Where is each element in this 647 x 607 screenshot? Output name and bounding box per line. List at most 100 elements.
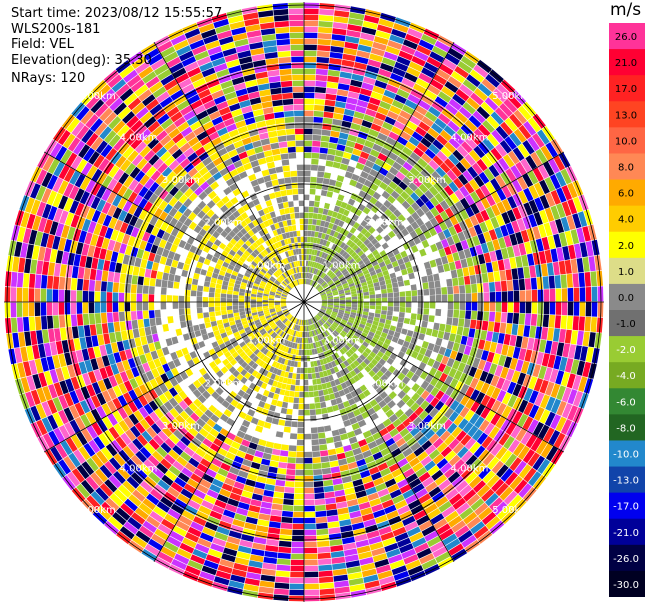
velocity-cell bbox=[406, 120, 418, 131]
velocity-cell bbox=[95, 468, 108, 483]
velocity-cell bbox=[326, 308, 333, 311]
velocity-cell bbox=[206, 146, 217, 157]
velocity-cell bbox=[391, 235, 399, 243]
velocity-cell bbox=[374, 80, 388, 89]
velocity-cell bbox=[304, 236, 308, 243]
velocity-cell bbox=[318, 207, 324, 214]
velocity-cell bbox=[110, 151, 122, 165]
velocity-cell bbox=[213, 239, 222, 247]
velocity-cell bbox=[347, 280, 354, 285]
velocity-cell bbox=[515, 428, 527, 442]
velocity-cell bbox=[414, 187, 424, 198]
velocity-cell bbox=[315, 408, 322, 415]
velocity-cell bbox=[501, 291, 508, 302]
velocity-cell bbox=[326, 369, 332, 376]
velocity-cell bbox=[336, 272, 343, 278]
velocity-cell bbox=[227, 333, 235, 340]
velocity-cell bbox=[364, 338, 371, 344]
velocity-cell bbox=[322, 266, 327, 272]
velocity-cell bbox=[332, 373, 338, 380]
velocity-cell bbox=[311, 146, 320, 153]
velocity-cell bbox=[360, 444, 370, 453]
velocity-cell bbox=[162, 346, 170, 356]
velocity-cell bbox=[370, 183, 379, 192]
velocity-cell bbox=[537, 458, 551, 474]
velocity-cell bbox=[32, 344, 40, 360]
velocity-cell bbox=[381, 254, 389, 261]
velocity-cell bbox=[345, 308, 351, 312]
velocity-cell bbox=[506, 246, 515, 258]
velocity-cell bbox=[184, 242, 192, 251]
velocity-cell bbox=[332, 258, 338, 265]
velocity-cell bbox=[162, 231, 171, 241]
velocity-cell bbox=[102, 214, 112, 227]
velocity-cell bbox=[419, 347, 427, 356]
velocity-cell bbox=[331, 429, 340, 437]
velocity-cell bbox=[311, 274, 315, 280]
velocity-cell bbox=[235, 263, 242, 270]
velocity-cell bbox=[399, 291, 406, 297]
velocity-cell bbox=[424, 164, 435, 175]
velocity-cell bbox=[309, 273, 312, 279]
velocity-cell bbox=[325, 277, 331, 282]
velocity-cell bbox=[134, 84, 149, 97]
velocity-cell bbox=[214, 499, 227, 509]
velocity-cell bbox=[256, 294, 263, 298]
velocity-cell bbox=[367, 188, 376, 197]
velocity-cell bbox=[470, 498, 485, 511]
velocity-cell bbox=[111, 79, 127, 93]
velocity-cell bbox=[417, 157, 428, 168]
velocity-cell bbox=[376, 340, 384, 347]
velocity-cell bbox=[191, 284, 198, 291]
velocity-cell bbox=[112, 282, 119, 293]
velocity-cell bbox=[236, 249, 244, 257]
velocity-cell bbox=[226, 268, 233, 274]
velocity-cell bbox=[288, 283, 293, 289]
velocity-cell bbox=[220, 366, 229, 374]
velocity-cell bbox=[372, 382, 380, 390]
velocity-cell bbox=[314, 104, 325, 111]
velocity-cell bbox=[86, 165, 98, 179]
velocity-cell bbox=[484, 219, 494, 231]
velocity-cell bbox=[278, 337, 283, 343]
velocity-cell bbox=[230, 358, 238, 366]
velocity-cell bbox=[63, 133, 76, 149]
velocity-cell bbox=[329, 460, 339, 468]
velocity-cell bbox=[236, 322, 243, 328]
velocity-cell bbox=[61, 251, 70, 265]
velocity-cell bbox=[206, 418, 216, 428]
velocity-cell bbox=[373, 317, 380, 322]
velocity-cell bbox=[509, 257, 517, 269]
velocity-cell bbox=[540, 145, 553, 161]
velocity-cell bbox=[197, 210, 206, 219]
velocity-cell bbox=[373, 36, 389, 45]
velocity-cell bbox=[196, 302, 203, 308]
velocity-cell bbox=[134, 375, 144, 387]
velocity-cell bbox=[585, 241, 594, 257]
velocity-cell bbox=[256, 246, 263, 253]
velocity-cell bbox=[298, 415, 304, 422]
velocity-cell bbox=[191, 437, 202, 448]
velocity-cell bbox=[171, 259, 179, 268]
velocity-cell bbox=[428, 159, 440, 171]
velocity-cell bbox=[339, 305, 346, 309]
velocity-cell bbox=[284, 487, 295, 494]
velocity-cell bbox=[108, 426, 120, 440]
velocity-cell bbox=[411, 211, 420, 221]
velocity-cell bbox=[214, 263, 222, 270]
velocity-cell bbox=[486, 115, 500, 129]
velocity-cell bbox=[403, 125, 415, 136]
velocity-cell bbox=[293, 361, 298, 367]
velocity-cell bbox=[91, 454, 104, 468]
velocity-cell bbox=[209, 443, 220, 453]
velocity-cell bbox=[278, 314, 284, 318]
velocity-cell bbox=[369, 498, 382, 507]
velocity-cell bbox=[205, 253, 213, 261]
velocity-cell bbox=[335, 150, 344, 157]
velocity-cell bbox=[420, 400, 430, 410]
velocity-cell bbox=[574, 345, 582, 360]
velocity-cell bbox=[238, 444, 249, 453]
velocity-cell bbox=[228, 466, 240, 476]
velocity-cell bbox=[165, 338, 173, 347]
velocity-cell bbox=[465, 471, 478, 484]
